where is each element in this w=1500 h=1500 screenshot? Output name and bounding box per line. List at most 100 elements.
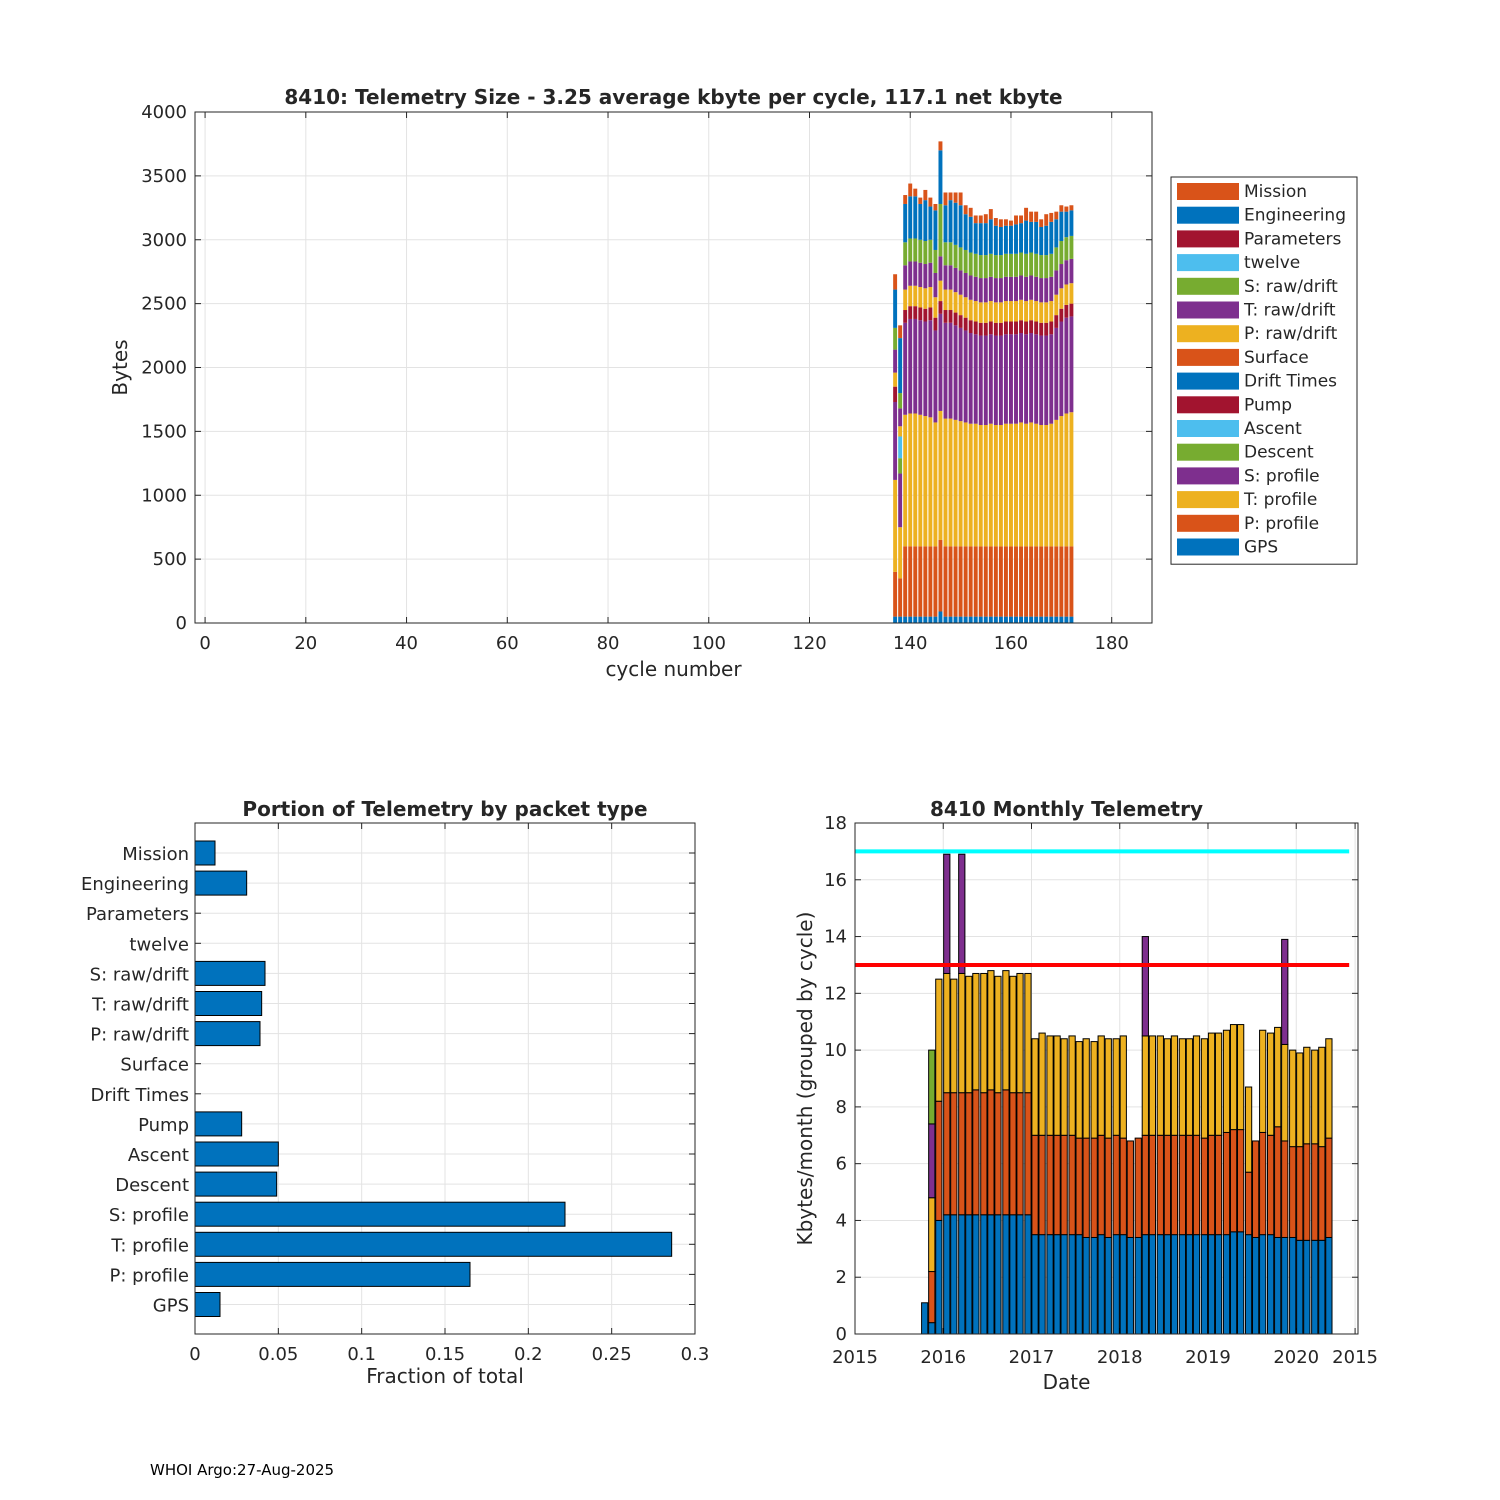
bar-segment-engineering (1064, 211, 1069, 238)
bar-segment-mission (993, 218, 998, 226)
bar-segment-p-raw-drift (1024, 301, 1029, 322)
bar-segment-gps (973, 616, 978, 623)
bar-segment-engineering (923, 200, 928, 242)
x-axis-label: cycle number (605, 657, 742, 681)
x-tick-label: 0.05 (258, 1344, 298, 1365)
bar-segment-mission (1029, 211, 1034, 222)
x-tick-label: 2019 (1185, 1347, 1231, 1368)
bar-segment-pump (973, 321, 978, 335)
footer-stamp: WHOI Argo:27-Aug-2025 (150, 1461, 335, 1479)
bar-segment-s-profile (958, 327, 963, 422)
bar-segment-p-raw-drift (928, 287, 933, 308)
month-bar-segment-yellow (1259, 1029, 1267, 1133)
y-tick-label: 12 (824, 983, 847, 1004)
bar-segment-s-profile (938, 313, 943, 411)
y-tick-label: 3000 (141, 230, 187, 251)
month-bar-segment-blue (1016, 1214, 1024, 1335)
legend-label: twelve (1244, 253, 1300, 273)
month-bar-segment-blue (1024, 1214, 1032, 1335)
month-bar-segment-orange (1075, 1137, 1083, 1236)
month-bar-segment-yellow (1119, 1035, 1127, 1139)
bar-segment-p-profile (953, 546, 958, 617)
bar-segment-s-raw-drift (1054, 247, 1059, 271)
month-bar-segment-yellow (1318, 1046, 1326, 1148)
bar-segment-t-profile (1059, 416, 1064, 547)
bar-segment-p-raw-drift (913, 285, 918, 307)
month-bar-segment-blue (1112, 1234, 1120, 1335)
month-bar-segment-blue (1119, 1234, 1127, 1335)
bar-segment-t-raw-drift (1034, 276, 1039, 302)
bar-segment-t-raw-drift (988, 276, 993, 302)
bar-segment-mission (1003, 219, 1008, 226)
bar-segment-pump (933, 317, 938, 331)
bar-segment-t-profile (893, 479, 898, 572)
month-bar-segment-orange (1104, 1137, 1112, 1238)
month-bar-segment-blue (1303, 1239, 1311, 1335)
bar-segment-mission (958, 192, 963, 206)
month-bar-segment-blue (1178, 1234, 1187, 1335)
bar-segment-pump (943, 310, 948, 323)
bar-segment-s-profile (978, 335, 983, 425)
bar-segment-s-raw-drift (933, 249, 938, 273)
y-tick-label: Parameters (86, 904, 189, 925)
month-bar-segment-orange (1126, 1140, 1134, 1238)
bar-segment-t-raw-drift (1039, 278, 1044, 303)
month-bar-segment-blue (921, 1302, 929, 1335)
bar-segment-p-raw-drift (1003, 301, 1008, 322)
bar-segment-gps (978, 616, 983, 623)
bar-segment-mission (1039, 219, 1044, 227)
month-bar-segment-yellow (1009, 975, 1017, 1094)
bar-segment-mission (908, 183, 913, 197)
bar-segment-t-raw-drift (1003, 276, 1008, 302)
bar-segment-pump (903, 310, 908, 323)
y-tick-label: Engineering (81, 874, 189, 895)
month-bar-segment-blue (1229, 1231, 1238, 1335)
bar-segment-t-raw-drift (998, 278, 1003, 303)
bar-segment-p-raw-drift (908, 285, 913, 307)
bar-segment-s-raw-drift (968, 252, 973, 276)
bar-segment-pump (938, 301, 943, 314)
month-bar-segment-orange (1024, 1092, 1032, 1216)
bar-segment-s-raw-drift (978, 255, 983, 279)
bar-segment-p-profile (928, 546, 933, 617)
month-bar-segment-orange (935, 1100, 943, 1221)
month-bar-segment-orange (1252, 1140, 1260, 1238)
chart-title: Portion of Telemetry by packet type (242, 797, 647, 821)
monthly-telemetry-chart: 2015 2016 2017 2018 2019 2020 2015024681012141… (793, 797, 1378, 1394)
bar-segment-s-profile (1059, 321, 1064, 417)
x-axis-label: Fraction of total (366, 1364, 524, 1388)
bar-segment-p-raw-drift (938, 280, 943, 302)
month-bar-segment-orange (1097, 1134, 1105, 1236)
month-bar-segment-orange (1009, 1092, 1017, 1216)
month-bar-segment-blue (1075, 1234, 1083, 1335)
month-bar-segment-blue (1156, 1234, 1164, 1335)
bar-segment-p-raw-drift (923, 288, 928, 309)
bar-segment-ascent (898, 436, 903, 459)
x-tick-label: 0.1 (347, 1344, 376, 1365)
bar-segment-engineering (988, 219, 993, 254)
bar-segment-gps (913, 616, 918, 623)
month-bar-segment-blue (1274, 1236, 1282, 1335)
bar-segment-pump (963, 317, 968, 331)
bar-segment-s-profile (1069, 316, 1074, 413)
month-bar-segment-blue (1185, 1234, 1194, 1335)
bar-segment-t-raw-drift (983, 278, 988, 303)
bar-segment-gps (893, 616, 898, 623)
bar-segment-t-raw-drift (898, 408, 903, 427)
month-bar-segment-yellow (1148, 1035, 1157, 1136)
bar-segment-pump (1059, 308, 1064, 322)
x-tick-label: 2015 (1332, 1347, 1378, 1368)
month-bar-segment-yellow (1274, 1026, 1282, 1128)
bar (194, 1292, 221, 1317)
month-bar-segment-blue (1046, 1234, 1054, 1335)
month-bar-segment-yellow (1068, 1035, 1076, 1136)
bar-segment-s-raw-drift (913, 238, 918, 262)
month-bar-segment-orange (1038, 1134, 1046, 1236)
bar-segment-mission (978, 215, 983, 224)
bar-segment-s-profile (943, 322, 948, 419)
month-bar-segment-orange (1156, 1134, 1164, 1236)
bar-segment-p-profile (983, 546, 988, 617)
bar-segment-t-raw-drift (1009, 276, 1013, 302)
y-tick-label: 6 (836, 1154, 847, 1175)
bar-segment-s-profile (893, 401, 898, 480)
